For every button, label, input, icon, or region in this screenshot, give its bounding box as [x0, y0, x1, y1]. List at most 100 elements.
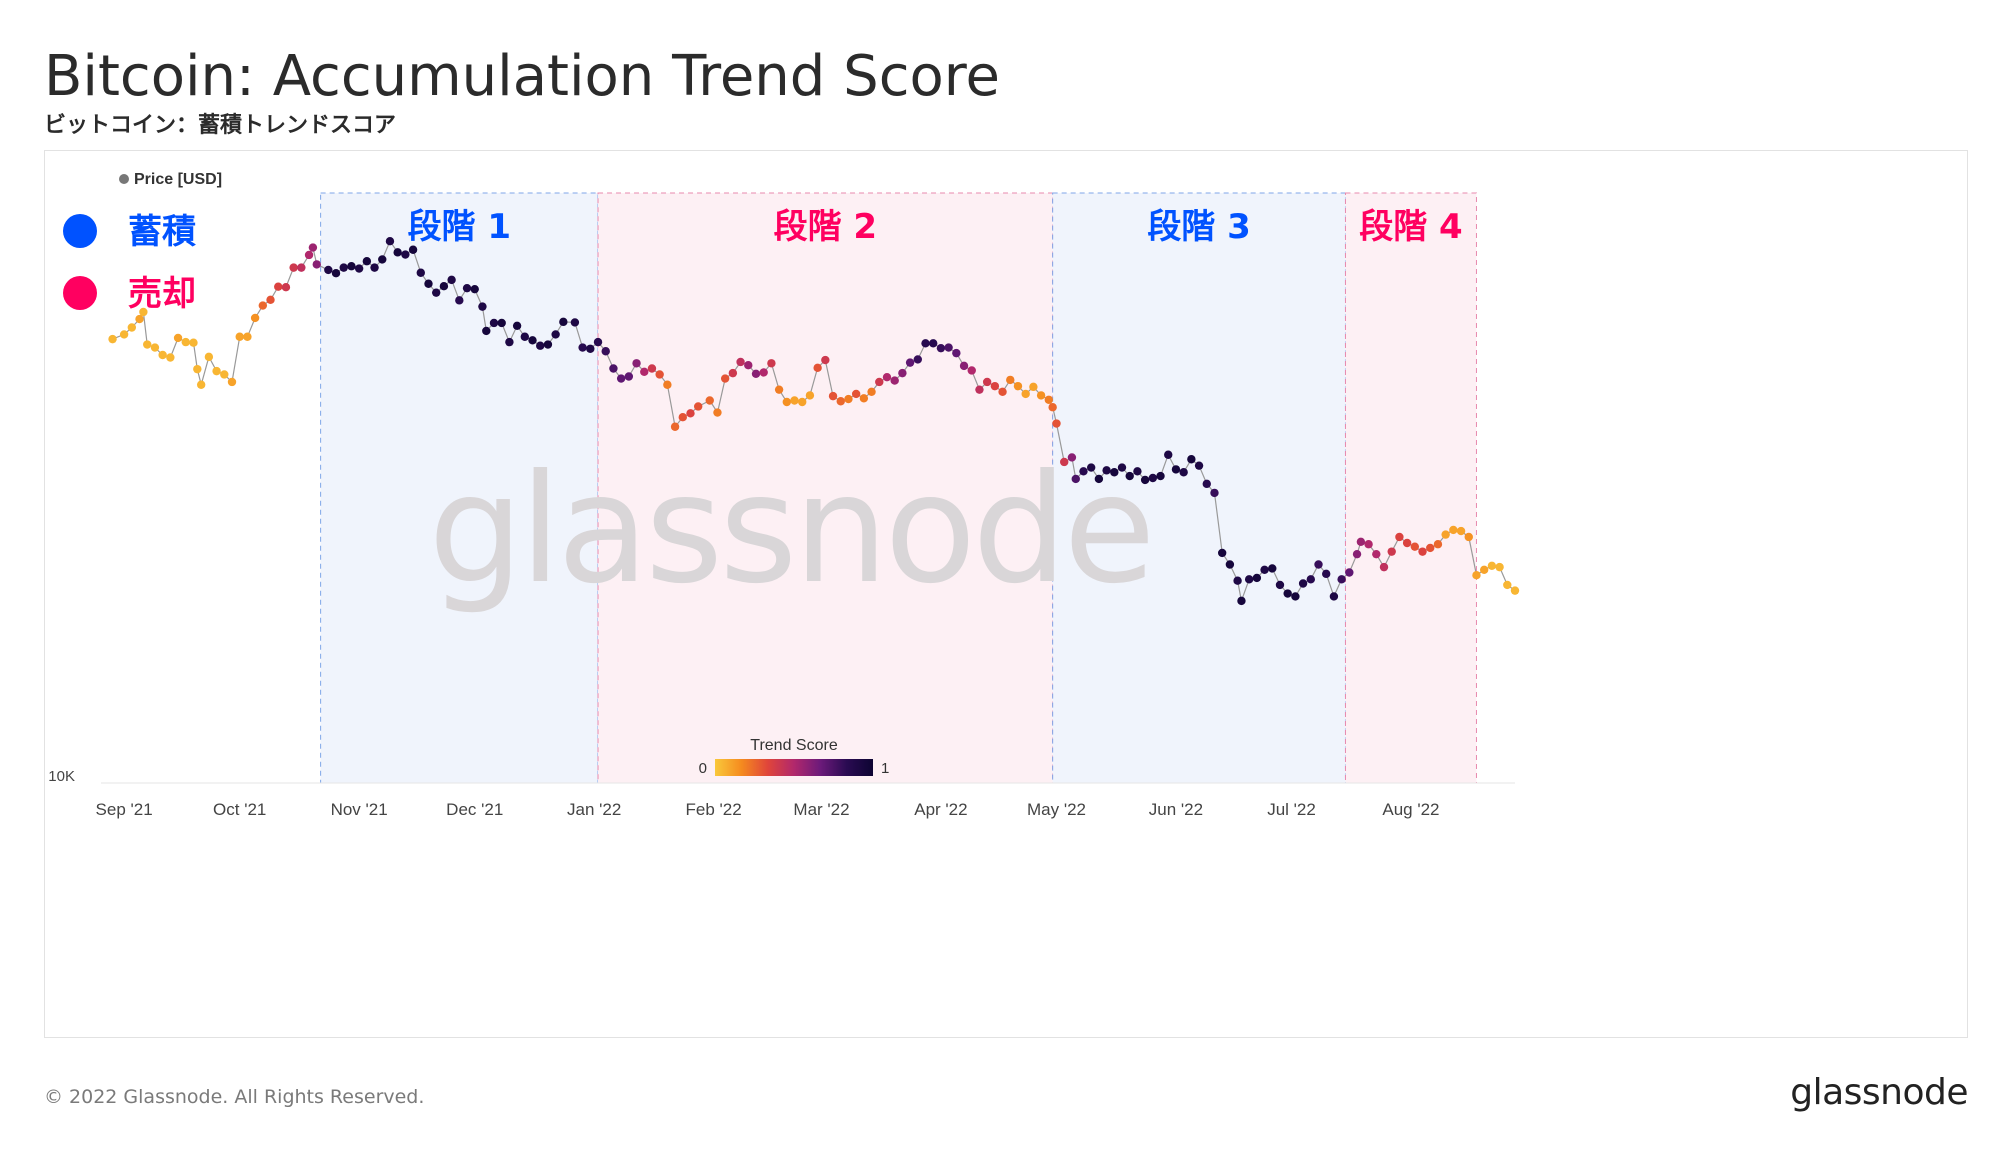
price-point [1179, 468, 1188, 477]
price-point [1314, 560, 1323, 569]
price-point [593, 337, 603, 347]
price-point [339, 263, 348, 272]
price-point [967, 366, 976, 375]
price-point [921, 339, 930, 348]
legend-price-marker [119, 174, 129, 184]
page-title: Bitcoin: Accumulation Trend Score [44, 44, 1000, 109]
x-tick-label: Nov '21 [331, 800, 388, 819]
price-point [258, 301, 268, 310]
price-point [1356, 537, 1366, 546]
price-points [108, 237, 1520, 606]
price-point [424, 279, 433, 288]
price-point [497, 318, 506, 328]
price-point [601, 347, 610, 356]
x-tick-label: Mar '22 [793, 800, 849, 819]
price-point [624, 372, 634, 381]
price-point [1013, 381, 1023, 391]
price-point [158, 350, 167, 360]
price-point [616, 374, 626, 383]
price-point [898, 368, 907, 378]
price-point [462, 283, 472, 293]
price-point [1487, 561, 1497, 571]
price-point [1117, 463, 1127, 472]
price-point [1418, 547, 1427, 556]
price-point [331, 269, 341, 278]
price-point [528, 336, 537, 345]
x-tick-label: Jul '22 [1267, 800, 1316, 819]
price-point [944, 343, 953, 352]
price-point [1079, 467, 1088, 476]
price-point [447, 275, 456, 285]
price-point [1086, 463, 1096, 472]
price-point [813, 363, 822, 373]
legend[interactable]: Price [USD] [119, 171, 222, 188]
price-point [913, 355, 923, 364]
price-point [385, 237, 395, 246]
price-point [1133, 467, 1142, 476]
price-point [1510, 586, 1520, 595]
price-point [489, 318, 499, 328]
price-point [929, 339, 938, 348]
price-point [1372, 549, 1381, 559]
price-point [821, 355, 830, 365]
phase-label-4: 段階 4 [1359, 207, 1463, 247]
key-label-2: 売却 [128, 274, 196, 314]
price-point [998, 387, 1007, 397]
price-point [767, 359, 776, 368]
price-point [1156, 471, 1165, 481]
price-point [736, 357, 745, 367]
price-point [790, 396, 799, 405]
price-point [751, 369, 761, 379]
price-point [1194, 461, 1204, 470]
price-point [1021, 389, 1030, 399]
y-tick-label: 10K [48, 768, 75, 785]
copyright-text: © 2022 Glassnode. All Rights Reserved. [44, 1086, 425, 1108]
price-point [1306, 575, 1315, 584]
price-point [1252, 573, 1262, 583]
x-tick-label: Jan '22 [567, 800, 621, 819]
price-point [1456, 526, 1466, 536]
price-point [1402, 538, 1412, 548]
colorbar-min-label: 0 [699, 760, 707, 777]
x-tick-label: Jun '22 [1149, 800, 1203, 819]
phase-region-2 [597, 192, 1054, 784]
key-label-1: 蓄積 [128, 212, 196, 252]
glassnode-logo[interactable]: glassnode [1790, 1072, 1968, 1113]
price-point [297, 263, 306, 272]
price-point [1187, 455, 1196, 464]
price-point [378, 255, 387, 264]
price-point [1352, 549, 1362, 559]
price-point [1171, 465, 1181, 474]
price-point [173, 333, 183, 343]
price-point [431, 288, 441, 297]
price-point [135, 314, 144, 324]
price-point [1260, 565, 1269, 575]
price-point [640, 367, 649, 376]
x-tick-label: May '22 [1027, 800, 1086, 819]
price-point [220, 370, 229, 379]
price-point [586, 344, 595, 353]
price-point [720, 374, 730, 383]
price-point [266, 295, 275, 305]
price-point [1094, 474, 1104, 484]
price-point [455, 296, 464, 305]
phase-region-3 [1052, 192, 1346, 784]
price-point [759, 368, 768, 377]
price-point [150, 343, 160, 352]
price-point [536, 341, 545, 350]
price-point [196, 380, 206, 389]
price-point [1329, 592, 1339, 601]
price-point [952, 348, 961, 358]
price-point [1464, 532, 1473, 542]
price-point [1140, 475, 1150, 485]
price-point [204, 352, 214, 362]
price-point [127, 323, 137, 332]
price-point [1298, 579, 1308, 588]
price-point [1495, 562, 1504, 572]
page-subtitle: ビットコイン：蓄積トレンドスコア [44, 113, 397, 138]
price-point [728, 368, 738, 378]
phase-label-2: 段階 2 [774, 207, 878, 247]
price-point [655, 370, 664, 379]
accumulation-trend-chart: 段階 1 段階 2 段階 3 段階 4 glassnode Price [USD] 蓄… [48, 171, 1520, 819]
phase-regions: 段階 1 段階 2 段階 3 段階 4 [320, 192, 1477, 784]
